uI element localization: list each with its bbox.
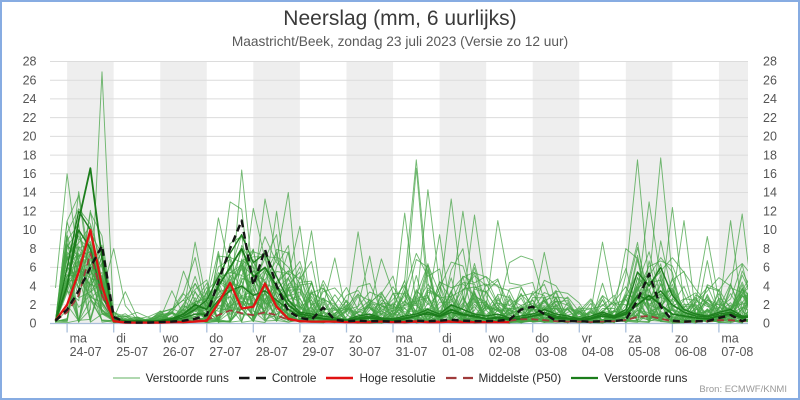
svg-text:ma: ma	[70, 332, 87, 346]
svg-text:do: do	[209, 332, 223, 346]
svg-text:vr: vr	[256, 332, 266, 346]
svg-text:do: do	[535, 332, 549, 346]
svg-text:18: 18	[763, 148, 777, 162]
svg-text:01-08: 01-08	[442, 345, 474, 359]
svg-text:2: 2	[30, 298, 37, 312]
svg-text:wo: wo	[488, 332, 505, 346]
svg-text:02-08: 02-08	[489, 345, 521, 359]
svg-text:07-08: 07-08	[721, 345, 753, 359]
svg-text:10: 10	[763, 223, 777, 237]
svg-text:26: 26	[763, 73, 777, 87]
svg-text:31-07: 31-07	[396, 345, 428, 359]
svg-text:zo: zo	[349, 332, 362, 346]
svg-text:di: di	[442, 332, 452, 346]
svg-text:05-08: 05-08	[628, 345, 660, 359]
svg-text:za: za	[302, 332, 315, 346]
svg-text:wo: wo	[162, 332, 179, 346]
svg-text:14: 14	[763, 186, 777, 200]
svg-text:8: 8	[30, 242, 37, 256]
svg-text:28-07: 28-07	[256, 345, 288, 359]
svg-text:8: 8	[763, 242, 770, 256]
svg-text:04-08: 04-08	[582, 345, 614, 359]
svg-text:24: 24	[763, 92, 777, 106]
svg-text:10: 10	[23, 223, 37, 237]
svg-text:24: 24	[23, 92, 37, 106]
svg-text:20: 20	[23, 130, 37, 144]
svg-text:4: 4	[30, 279, 37, 293]
svg-text:22: 22	[763, 111, 777, 125]
svg-text:22: 22	[23, 111, 37, 125]
svg-text:12: 12	[23, 204, 37, 218]
svg-text:25-07: 25-07	[116, 345, 148, 359]
svg-text:26: 26	[23, 73, 37, 87]
svg-text:di: di	[116, 332, 126, 346]
svg-text:24-07: 24-07	[70, 345, 102, 359]
svg-text:20: 20	[763, 130, 777, 144]
svg-text:2: 2	[763, 298, 770, 312]
svg-text:4: 4	[763, 279, 770, 293]
svg-text:6: 6	[30, 261, 37, 275]
svg-text:28: 28	[23, 55, 37, 69]
svg-text:0: 0	[30, 317, 37, 331]
svg-text:26-07: 26-07	[163, 345, 195, 359]
svg-text:14: 14	[23, 186, 37, 200]
svg-text:zo: zo	[675, 332, 688, 346]
svg-text:18: 18	[23, 148, 37, 162]
svg-text:03-08: 03-08	[535, 345, 567, 359]
svg-text:06-08: 06-08	[675, 345, 707, 359]
svg-text:0: 0	[763, 317, 770, 331]
svg-text:vr: vr	[582, 332, 592, 346]
svg-text:16: 16	[763, 167, 777, 181]
svg-text:6: 6	[763, 261, 770, 275]
svg-text:27-07: 27-07	[209, 345, 241, 359]
svg-text:12: 12	[763, 204, 777, 218]
svg-text:29-07: 29-07	[302, 345, 334, 359]
svg-text:ma: ma	[396, 332, 413, 346]
svg-text:28: 28	[763, 55, 777, 69]
svg-text:ma: ma	[721, 332, 738, 346]
svg-text:za: za	[628, 332, 641, 346]
svg-text:16: 16	[23, 167, 37, 181]
svg-text:30-07: 30-07	[349, 345, 381, 359]
